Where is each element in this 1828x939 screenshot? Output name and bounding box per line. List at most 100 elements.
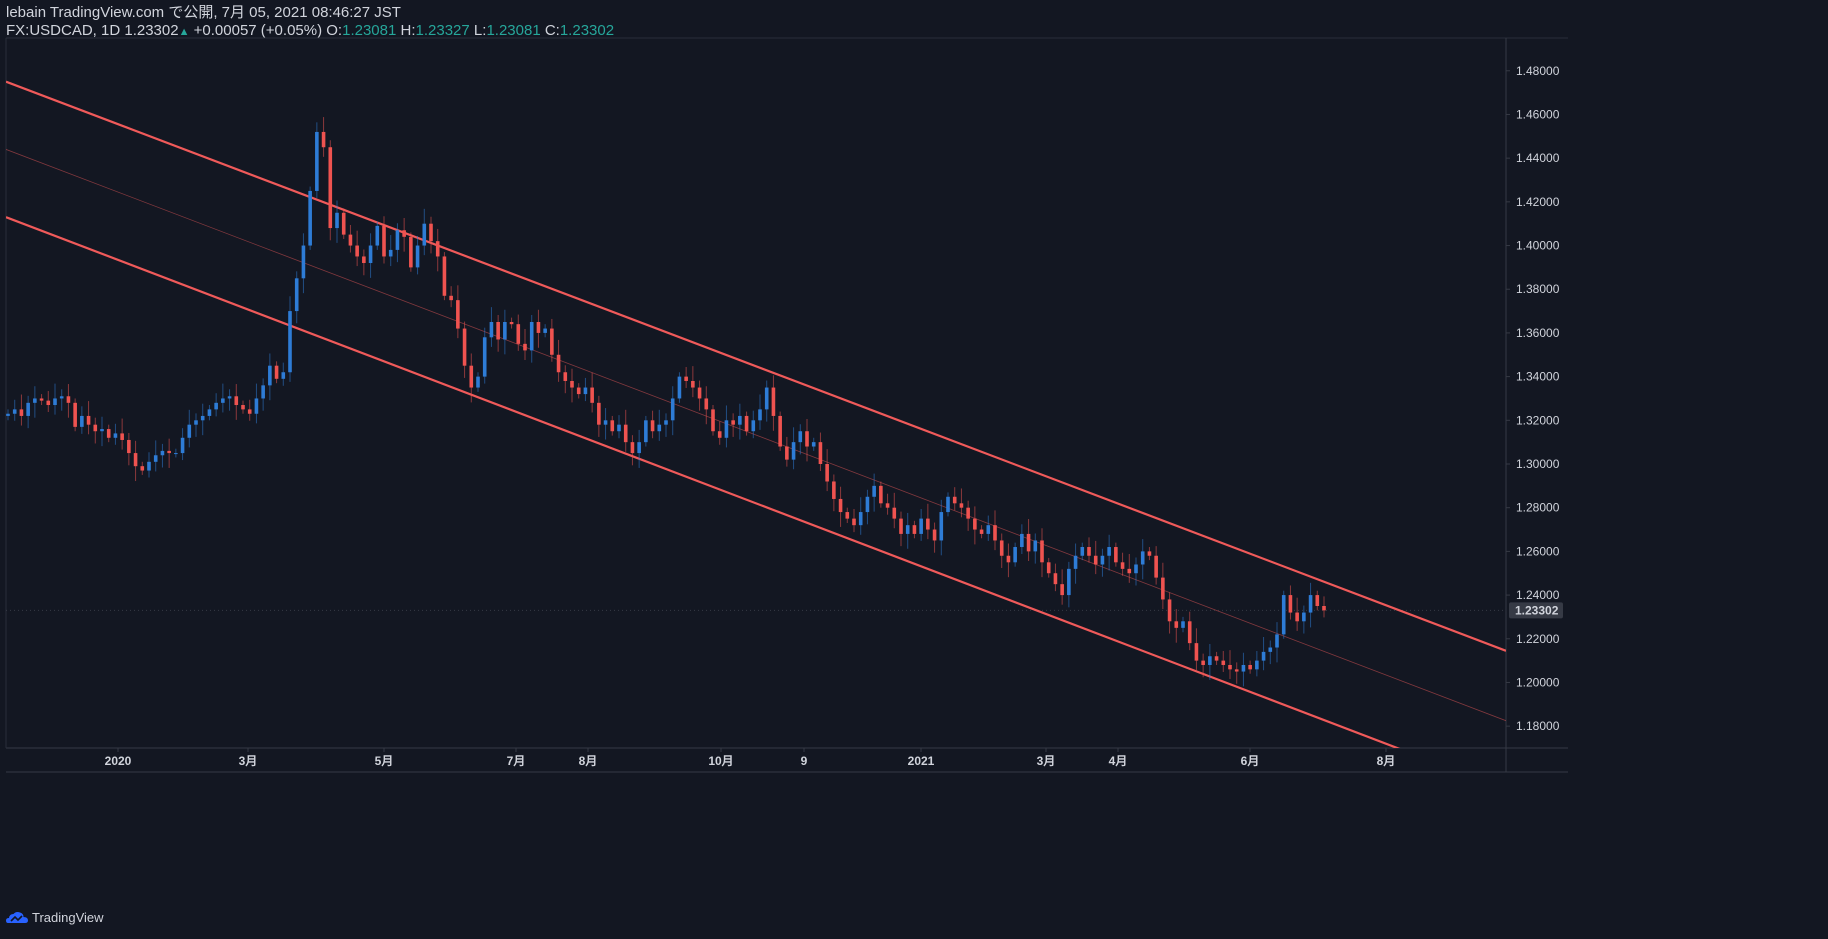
candle bbox=[1127, 554, 1132, 583]
candle bbox=[1073, 543, 1078, 584]
candle bbox=[805, 418, 809, 462]
candle bbox=[348, 225, 353, 253]
candle bbox=[758, 394, 762, 430]
candle bbox=[127, 432, 131, 466]
candle bbox=[200, 403, 205, 436]
price-tick-label: 1.42000 bbox=[1516, 195, 1560, 209]
candle bbox=[677, 372, 682, 403]
candle bbox=[46, 391, 51, 413]
time-tick-label: 4月 bbox=[1109, 754, 1128, 768]
candle bbox=[247, 399, 252, 421]
candle bbox=[335, 200, 339, 243]
candle bbox=[543, 324, 547, 338]
candle bbox=[1067, 561, 1071, 608]
price-tick-label: 1.22000 bbox=[1516, 632, 1560, 646]
candle bbox=[281, 362, 286, 386]
candle bbox=[1281, 590, 1286, 639]
candle bbox=[261, 378, 265, 411]
publish-info: lebain TradingView.com で公開, 7月 05, 2021 … bbox=[6, 4, 401, 21]
candle bbox=[899, 511, 903, 547]
channel-median-line[interactable] bbox=[6, 149, 1506, 722]
candle bbox=[704, 386, 709, 425]
candle bbox=[576, 383, 581, 399]
time-tick-label: 9 bbox=[801, 754, 808, 768]
candle bbox=[1208, 644, 1212, 680]
candle bbox=[375, 221, 380, 250]
candle bbox=[905, 512, 910, 549]
time-tick-label: 2021 bbox=[908, 754, 935, 768]
price-tick-label: 1.46000 bbox=[1516, 107, 1560, 121]
candle bbox=[939, 499, 944, 556]
channel-upper-line[interactable] bbox=[6, 80, 1506, 652]
candle bbox=[1268, 640, 1273, 665]
candle bbox=[435, 228, 440, 272]
candle bbox=[187, 409, 192, 448]
price-tick-label: 1.18000 bbox=[1516, 719, 1560, 733]
candle bbox=[1221, 651, 1226, 672]
price-tick-label: 1.32000 bbox=[1516, 413, 1560, 427]
price-change: +0.00057 (+0.05%) bbox=[193, 22, 323, 39]
candle bbox=[53, 383, 57, 415]
candle bbox=[811, 437, 816, 451]
candle bbox=[429, 216, 433, 254]
candle bbox=[1154, 546, 1158, 585]
high-label: H: bbox=[400, 22, 416, 39]
price-tick-label: 1.26000 bbox=[1516, 544, 1560, 558]
candle bbox=[180, 428, 185, 461]
candle bbox=[550, 318, 554, 362]
candle bbox=[986, 515, 991, 541]
candle bbox=[174, 448, 178, 458]
candle bbox=[33, 386, 37, 418]
time-tick-label: 5月 bbox=[375, 754, 394, 768]
candle bbox=[583, 377, 588, 402]
trend-channel[interactable] bbox=[6, 80, 1506, 790]
candle bbox=[100, 416, 104, 447]
candle bbox=[368, 233, 373, 278]
candle bbox=[415, 235, 420, 275]
candle bbox=[106, 424, 111, 443]
candle bbox=[1194, 628, 1199, 671]
candle bbox=[496, 315, 500, 352]
candle bbox=[637, 429, 641, 468]
candle bbox=[1322, 596, 1326, 618]
candle bbox=[120, 418, 124, 450]
candle bbox=[422, 208, 427, 256]
price-axis[interactable]: 1.48000 1.46000 1.44000 1.42000 1.40000 1.380… bbox=[1506, 64, 1563, 733]
candle bbox=[1060, 569, 1064, 605]
candle bbox=[227, 389, 232, 411]
candle bbox=[462, 321, 467, 378]
candle bbox=[724, 405, 729, 448]
candle bbox=[133, 440, 138, 482]
candle bbox=[59, 389, 64, 411]
low-value: 1.23081 bbox=[486, 22, 541, 39]
time-tick-label: 7月 bbox=[507, 754, 526, 768]
candle bbox=[858, 497, 863, 535]
time-axis[interactable]: 2020 3月 5月 7月 8月 10月 9 2021 3月 4月 6月 8月 bbox=[105, 748, 1396, 768]
candle bbox=[489, 307, 494, 347]
symbol-label: FX:USDCAD, 1D bbox=[6, 22, 121, 39]
candle bbox=[1026, 519, 1031, 561]
high-value: 1.23327 bbox=[415, 22, 470, 39]
time-tick-label: 6月 bbox=[1241, 754, 1260, 768]
candle bbox=[1093, 540, 1098, 575]
candle bbox=[241, 400, 245, 414]
candle bbox=[556, 339, 561, 382]
candle bbox=[153, 440, 158, 472]
last-price-badge bbox=[1509, 602, 1563, 619]
candle bbox=[731, 413, 735, 437]
candle bbox=[603, 408, 608, 440]
candle bbox=[563, 365, 568, 394]
up-triangle-icon: ▲ bbox=[178, 26, 190, 38]
candle bbox=[885, 493, 890, 515]
candle bbox=[1261, 637, 1266, 671]
price-tick-label: 1.44000 bbox=[1516, 151, 1560, 165]
candle bbox=[771, 375, 776, 431]
candle bbox=[1033, 533, 1038, 564]
candle bbox=[194, 413, 198, 437]
channel-lower-line[interactable] bbox=[6, 216, 1506, 789]
tradingview-logo[interactable]: TradingView bbox=[6, 910, 104, 925]
candle bbox=[973, 506, 977, 545]
candle bbox=[952, 487, 957, 511]
candle bbox=[113, 423, 118, 445]
